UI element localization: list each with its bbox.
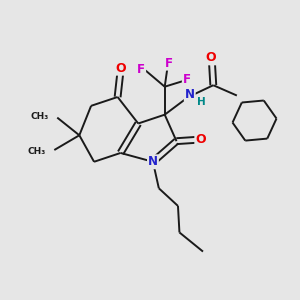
Text: CH₃: CH₃ [30,112,48,121]
Text: F: F [183,74,191,86]
Text: O: O [195,133,206,146]
Text: F: F [137,62,145,76]
Text: F: F [165,57,173,70]
Text: N: N [185,88,195,101]
Text: H: H [197,97,206,107]
Text: O: O [115,61,126,75]
Text: O: O [205,51,216,64]
Text: N: N [148,155,158,168]
Text: CH₃: CH₃ [27,147,46,156]
